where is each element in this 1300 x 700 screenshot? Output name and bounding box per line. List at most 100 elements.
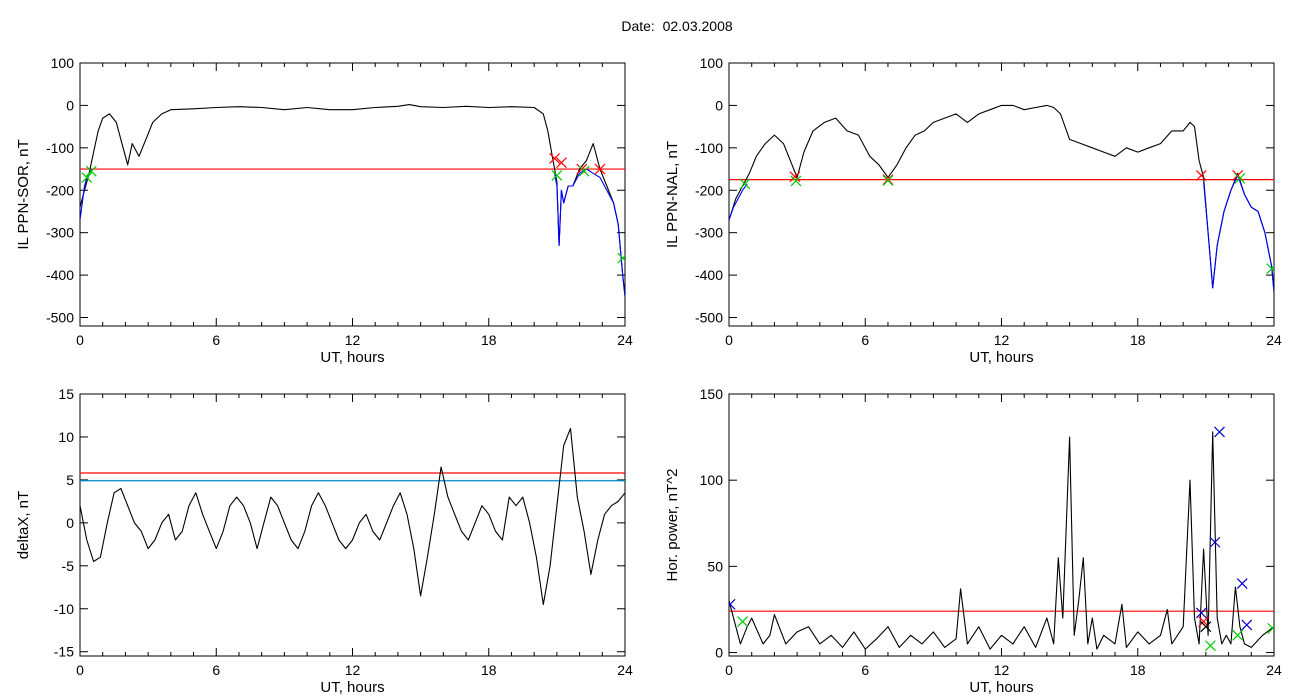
marker-stroke [555,157,567,169]
marker-stroke [1204,640,1216,652]
plot-area [80,104,625,297]
x-axis-label: UT, hours [969,679,1033,696]
y-tick-label: -400 [46,267,74,283]
y-tick-label: -15 [54,644,74,660]
x-tick-label: 18 [1130,332,1146,348]
x-axis-label: UT, hours [320,349,384,366]
marker-stroke [789,171,801,183]
marker-x [790,175,802,187]
marker-stroke [1267,626,1274,634]
marker-stroke [1198,616,1210,627]
marker-x [739,178,751,190]
x-tick-label: 0 [725,332,733,348]
y-tick-label: 150 [700,386,724,402]
marker-stroke [1195,607,1207,619]
y-tick-label: -500 [46,310,74,326]
marker-x [594,163,606,175]
marker-x [1204,640,1216,652]
y-axis-label: Hor. power, nT^2 [664,469,681,582]
marker-x [737,616,749,627]
series-line-1 [729,431,1274,650]
marker-x [1195,169,1207,181]
page-title: Date: 02.03.2008 [621,18,733,34]
x-tick-label: 12 [994,662,1010,678]
marker-stroke [551,169,563,181]
x-tick-label: 24 [617,332,633,348]
marker-stroke [1200,621,1212,633]
plot-frame [728,62,1275,327]
plot-frame [79,62,626,327]
y-tick-label: 15 [58,386,74,402]
marker-stroke [617,255,625,264]
x-tick-label: 0 [76,332,84,348]
marker-stroke [549,153,561,164]
y-tick-label: -100 [46,140,74,156]
chart-panel-4: 0 6 12 18 24 0 50 100 150 UT, hours Hor. power, nT… [664,386,1282,696]
marker-stroke [1232,629,1244,641]
series-line-3 [1203,174,1274,293]
chart-panel-1: 0 6 12 18 24 -500 -400 -300 -200 -100 0 100 UT, hour… [15,55,633,366]
marker-x [789,171,801,183]
marker-x [1209,536,1221,548]
plot-area [80,427,625,606]
marker-x [81,172,93,183]
y-tick-label: 0 [715,645,723,661]
marker-x [1214,426,1225,438]
marker-stroke [1236,578,1248,590]
marker-stroke [1234,172,1246,184]
marker-x [1266,263,1274,275]
chart-panel-3: 0 6 12 18 24 -15 -10 -5 0 5 10 15 UT, hours deltaX, n… [15,386,633,696]
y-tick-label: 100 [700,55,724,71]
x-axis-label: UT, hours [969,349,1033,366]
series-line-1 [80,104,625,297]
x-tick-label: 12 [345,662,361,678]
y-tick-label: 0 [66,97,74,113]
marker-stroke [882,175,894,186]
plot-area [729,104,1274,293]
x-tick-label: 0 [725,662,733,678]
y-axis-label: IL PPN-NAL, nT [664,141,681,248]
x-tick-label: 12 [345,332,361,348]
marker-stroke [739,178,751,190]
marker-stroke [594,163,606,175]
y-tick-label: -10 [54,601,74,617]
x-tick-label: 24 [1266,332,1282,348]
marker-x [1236,578,1248,590]
marker-x [551,169,563,181]
x-tick-label: 0 [76,662,84,678]
x-axis-label: UT, hours [320,679,384,696]
marker-x [1200,621,1212,633]
marker-stroke [578,165,590,177]
y-axis-label: IL PPN-SOR, nT [15,139,32,249]
marker-x [549,153,561,164]
x-tick-label: 18 [1130,662,1146,678]
marker-x [1195,607,1207,619]
series-line-3 [554,168,625,297]
marker-stroke [729,598,736,607]
series-line-2 [729,183,748,221]
x-tick-label: 24 [1266,662,1282,678]
series-line-1 [729,104,1274,293]
y-tick-label: 5 [66,472,74,488]
y-tick-label: -400 [695,267,723,283]
x-tick-label: 12 [994,332,1010,348]
y-tick-label: 10 [58,429,74,445]
marker-x [1232,629,1244,641]
y-tick-label: -300 [695,225,723,241]
marker-stroke [81,172,93,183]
marker-stroke [1266,265,1274,275]
marker-stroke [1241,619,1253,631]
marker-stroke [790,175,802,187]
chart-panel-2: 0 6 12 18 24 -500 -400 -300 -200 -100 0 100 UT, hour… [664,55,1282,366]
marker-stroke [1209,536,1221,548]
marker-x [882,175,894,186]
y-tick-label: -200 [46,182,74,198]
marker-stroke [85,165,97,177]
marker-stroke [1195,169,1207,181]
x-tick-label: 6 [861,332,869,348]
y-tick-label: 0 [715,97,723,113]
plot-frame [728,393,1275,657]
y-axis-label: deltaX, nT [15,491,32,559]
marker-x [578,165,590,177]
